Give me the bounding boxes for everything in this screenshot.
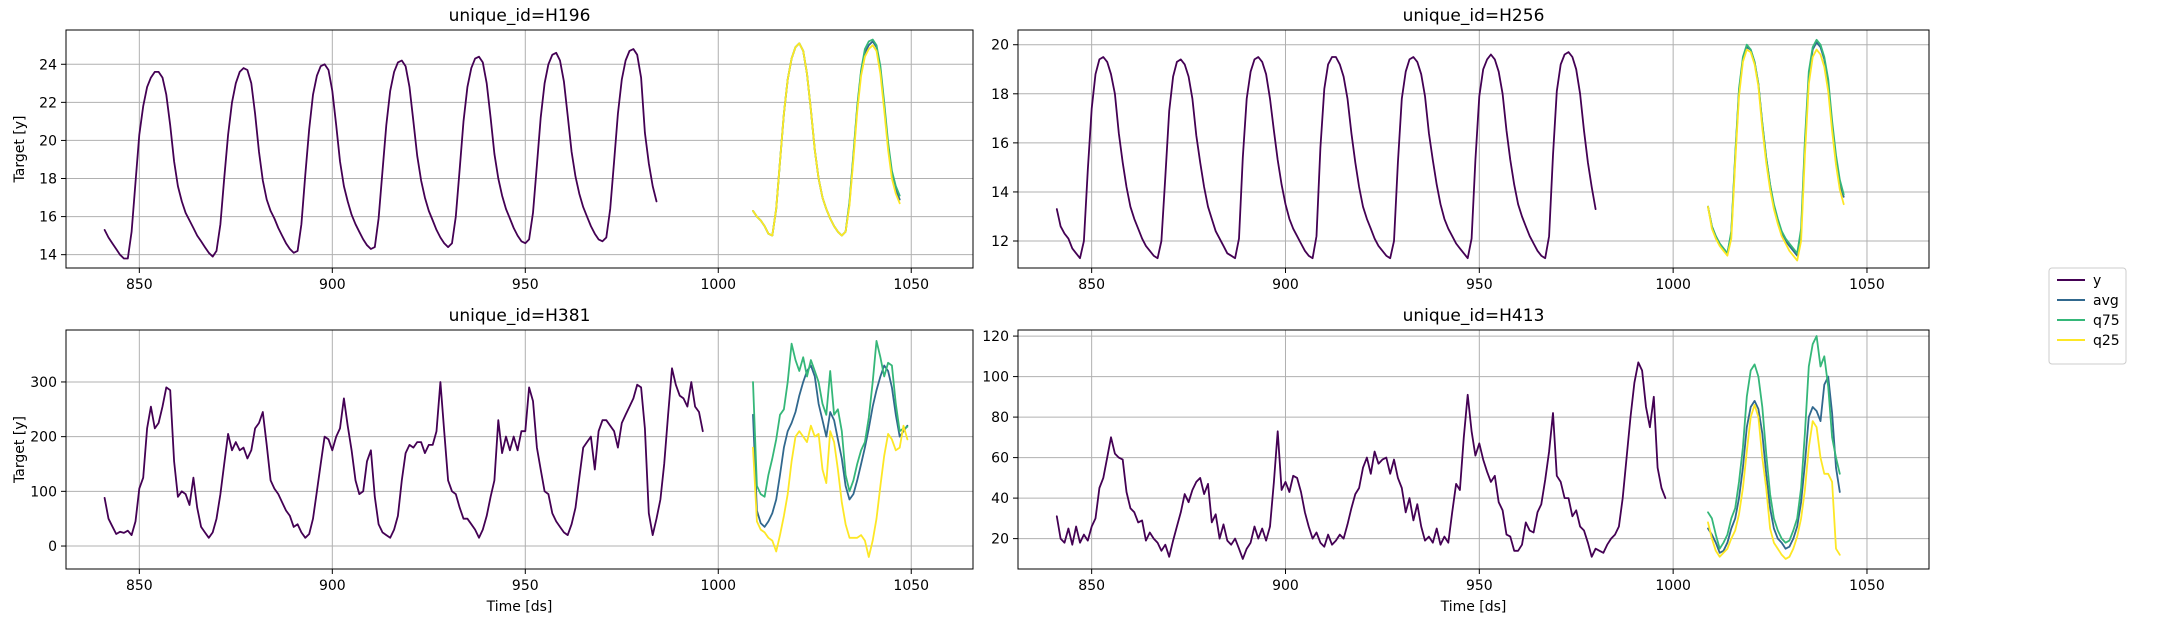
subplot-title: unique_id=H256	[1403, 6, 1545, 26]
axes-frame	[65, 29, 974, 269]
series-line-y	[103, 48, 658, 260]
subplot-title: unique_id=H413	[1403, 306, 1545, 326]
legend-label-q25: q25	[2093, 333, 2120, 349]
x-tick-label: 1050	[893, 277, 929, 293]
legend-label-avg: avg	[2093, 293, 2119, 309]
x-tick-label: 900	[1272, 578, 1299, 594]
y-tick-label: 16	[39, 210, 57, 226]
y-tick-label: 120	[982, 329, 1009, 345]
series-line-q25	[752, 42, 901, 237]
subplot-title: unique_id=H196	[449, 6, 591, 26]
x-tick-label: 900	[1272, 277, 1299, 293]
y-tick-label: 80	[991, 410, 1009, 426]
y-tick-label: 18	[39, 172, 57, 188]
subplot-h256: 850 900 950 1000 1050 12 14 16 18 20 unique_id=H25…	[991, 6, 1930, 293]
series-line-y	[1055, 361, 1667, 560]
y-tick-label: 18	[991, 87, 1009, 103]
y-tick-label: 20	[991, 532, 1009, 548]
subplot-title: unique_id=H381	[449, 306, 591, 326]
series-line-q75	[1707, 335, 1841, 550]
series-line-y	[103, 367, 704, 539]
x-tick-label: 1000	[1655, 277, 1691, 293]
x-tick-label: 950	[512, 578, 539, 594]
series-line-q75	[752, 38, 901, 237]
x-axis-label: Time [ds]	[1440, 599, 1507, 615]
y-tick-label: 40	[991, 491, 1009, 507]
y-tick-label: 16	[991, 136, 1009, 152]
x-tick-label: 950	[512, 277, 539, 293]
series-line-q25	[1707, 48, 1845, 262]
series-line-q25	[752, 424, 909, 558]
y-tick-label: 12	[991, 234, 1009, 250]
series-line-avg	[1707, 375, 1841, 554]
y-tick-label: 300	[30, 375, 57, 391]
series-line-q75	[752, 339, 909, 498]
x-tick-label: 850	[1078, 578, 1105, 594]
subplot-h413: 850 900 950 1000 1050 20 40 60 80 100 120 unique_id…	[982, 306, 1930, 615]
y-tick-label: 20	[39, 133, 57, 149]
subplot-h381: 850 900 950 1000 1050 0 100 200 300 unique_id=H38…	[12, 306, 974, 615]
subplot-h196: 850 900 950 1000 1050 14 16 18 20 22 24 unique_id=H…	[12, 6, 974, 293]
legend-label-y: y	[2093, 273, 2101, 289]
y-tick-label: 60	[991, 451, 1009, 467]
y-tick-label: 22	[39, 95, 57, 111]
axes-frame	[65, 329, 974, 570]
x-tick-label: 900	[319, 277, 346, 293]
series-line-q75	[1707, 38, 1845, 255]
y-tick-label: 14	[991, 185, 1009, 201]
x-tick-label: 1000	[700, 277, 736, 293]
x-tick-label: 850	[1078, 277, 1105, 293]
series-line-avg	[1707, 41, 1845, 257]
x-tick-label: 850	[126, 277, 153, 293]
y-tick-label: 100	[982, 370, 1009, 386]
x-tick-label: 950	[1466, 277, 1493, 293]
x-tick-label: 1000	[1655, 578, 1691, 594]
series-line-avg	[752, 364, 909, 528]
x-tick-label: 850	[126, 578, 153, 594]
y-tick-label: 0	[48, 539, 57, 555]
legend-label-q75: q75	[2093, 313, 2120, 329]
y-tick-label: 200	[30, 430, 57, 446]
series-line-q25	[1707, 403, 1841, 560]
x-tick-label: 1050	[893, 578, 929, 594]
x-tick-label: 1050	[1849, 578, 1885, 594]
x-tick-label: 950	[1466, 578, 1493, 594]
y-tick-label: 24	[39, 57, 57, 73]
x-axis-label: Time [ds]	[486, 599, 553, 615]
x-tick-label: 1000	[700, 578, 736, 594]
x-tick-label: 1050	[1849, 277, 1885, 293]
y-axis-label: Target [y]	[12, 416, 28, 484]
axes-frame	[1017, 329, 1930, 570]
axes-frame	[1017, 29, 1930, 269]
legend: y avg q75 q25	[2048, 267, 2127, 365]
series-line-y	[1055, 51, 1597, 260]
y-axis-label: Target [y]	[12, 116, 28, 184]
y-tick-label: 20	[991, 38, 1009, 54]
y-tick-label: 14	[39, 248, 57, 264]
x-tick-label: 900	[319, 578, 346, 594]
y-tick-label: 100	[30, 484, 57, 500]
